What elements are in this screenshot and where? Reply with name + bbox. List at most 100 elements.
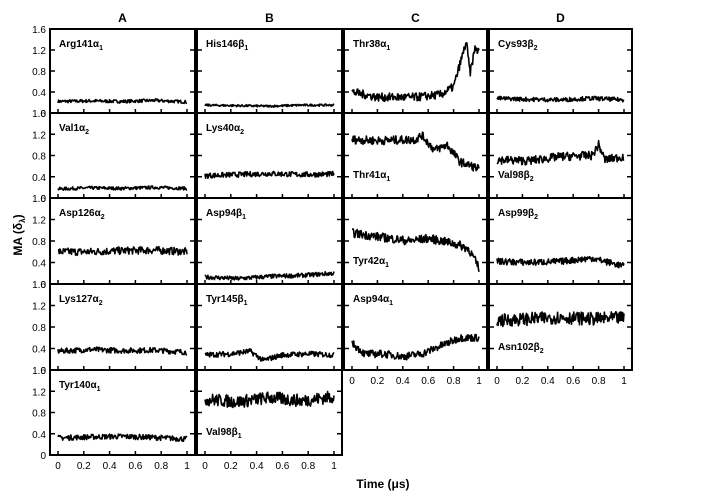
panel-label: Tyr42α1	[353, 256, 389, 269]
series-line	[204, 390, 335, 409]
x-tick-label: 1	[331, 461, 337, 472]
panel-val1-α2: Val1α2	[49, 112, 196, 199]
panel-asn102-β2: Asn102β2	[488, 283, 633, 371]
panel-lys40-α2: Lys40α2	[196, 112, 343, 199]
panel-arg141-α1: Arg141α1	[49, 28, 196, 114]
y-tick-label: 0.4	[32, 173, 46, 184]
panel-thr38-α1: Thr38α1	[343, 28, 488, 114]
y-tick-label: 0	[40, 451, 46, 462]
panel-label: Asp99β2	[498, 208, 538, 221]
series-line	[496, 95, 625, 103]
column-header-d: D	[556, 11, 565, 25]
panel-lys127-α2: Lys127α2	[49, 283, 196, 371]
panel-label: Val98β1	[206, 427, 242, 440]
y-tick-label: 0.4	[32, 345, 46, 356]
panel-his146-β1: His146β1	[196, 28, 343, 114]
x-axis-label: Time (μs)	[356, 477, 409, 491]
y-tick-label: 0.4	[32, 430, 46, 441]
panel-asp94-α1: Asp94α1	[343, 283, 488, 371]
panel-val98-β2: Val98β2	[488, 112, 633, 199]
x-tick-label: 1	[184, 461, 190, 472]
series-line	[351, 228, 480, 272]
series-line	[57, 185, 188, 191]
x-tick-label: 0	[202, 461, 208, 472]
panel-asp94-β1: Asp94β1	[196, 197, 343, 285]
series-line	[204, 103, 335, 108]
x-tick-label: 0.6	[275, 461, 289, 472]
series-line	[57, 346, 188, 356]
series-line	[57, 245, 188, 257]
panel-label: Asp94α1	[353, 294, 393, 307]
x-tick-label: 0.2	[224, 461, 238, 472]
x-tick-label: 0.8	[447, 376, 461, 387]
panel-frame	[343, 112, 488, 199]
series-line	[57, 98, 188, 105]
y-tick-label: 0	[40, 366, 46, 377]
panel-label: Tyr140α1	[59, 380, 101, 393]
series-line	[496, 139, 625, 166]
panel-label: Val98β2	[498, 170, 534, 183]
y-tick-label: 1.6	[32, 109, 46, 120]
y-tick-label: 1.6	[32, 366, 46, 377]
y-tick-label: 1.6	[32, 194, 46, 205]
x-tick-label: 0.4	[103, 461, 117, 472]
series-line	[496, 310, 625, 328]
panel-label: Val1α2	[59, 123, 89, 136]
y-tick-label: 0.8	[32, 67, 46, 78]
column-header-b: B	[265, 11, 274, 25]
panel-asp126-α2: Asp126α2	[49, 197, 196, 285]
panel-label: Tyr145β1	[206, 294, 248, 307]
y-tick-label: 1.2	[32, 387, 46, 398]
panel-frame	[196, 369, 343, 456]
column-header-a: A	[118, 11, 127, 25]
panel-label: Asp94β1	[206, 208, 246, 221]
x-tick-label: 0	[55, 461, 61, 472]
panel-val98-β1: Val98β1	[196, 369, 343, 456]
x-tick-label: 0.6	[566, 376, 580, 387]
panel-label: Cys93β2	[498, 39, 538, 52]
series-line	[351, 41, 480, 103]
y-tick-label: 1.2	[32, 216, 46, 227]
y-tick-label: 0.8	[32, 323, 46, 334]
panel-label: His146β1	[206, 39, 248, 52]
series-line	[496, 255, 625, 269]
series-line	[204, 270, 335, 281]
x-tick-label: 0.4	[396, 376, 410, 387]
panel-label: Arg141α1	[59, 39, 103, 52]
y-tick-label: 1.2	[32, 302, 46, 313]
panel-label: Thr38α1	[353, 39, 390, 52]
panel-thr41-α1: Thr41α1	[343, 112, 488, 199]
y-axis-label: MA (δλ)	[11, 214, 27, 255]
series-line	[57, 433, 188, 443]
x-tick-label: 0	[494, 376, 500, 387]
series-line	[204, 170, 335, 179]
y-tick-label: 0	[40, 194, 46, 205]
x-tick-label: 0.8	[301, 461, 315, 472]
x-tick-label: 1	[621, 376, 627, 387]
x-tick-label: 0.8	[592, 376, 606, 387]
y-tick-label: 1.2	[32, 46, 46, 57]
panel-tyr140-α1: Tyr140α1	[49, 369, 196, 456]
x-tick-label: 0	[349, 376, 355, 387]
panel-label: Asp126α2	[59, 208, 105, 221]
x-tick-label: 0.6	[421, 376, 435, 387]
series-line	[351, 131, 480, 172]
y-tick-label: 1.2	[32, 130, 46, 141]
y-tick-label: 1.6	[32, 280, 46, 291]
x-tick-label: 0.4	[250, 461, 264, 472]
x-tick-label: 0.2	[77, 461, 91, 472]
panel-label: Thr41α1	[353, 170, 390, 183]
y-tick-label: 0.4	[32, 88, 46, 99]
panel-tyr42-α1: Tyr42α1	[343, 197, 488, 285]
series-line	[204, 348, 335, 362]
panel-frame	[488, 283, 633, 371]
panel-cys93-β2: Cys93β2	[488, 28, 633, 114]
panel-tyr145-β1: Tyr145β1	[196, 283, 343, 371]
panel-label: Lys40α2	[206, 123, 244, 136]
x-tick-label: 0.2	[515, 376, 529, 387]
x-tick-label: 0.2	[370, 376, 384, 387]
panel-label: Lys127α2	[59, 294, 103, 307]
panel-grid: A B C D00.40.81.21.600.40.81.21.600.40.81.2…	[32, 11, 633, 472]
panel-label: Asn102β2	[498, 342, 544, 355]
x-tick-label: 0.4	[541, 376, 555, 387]
